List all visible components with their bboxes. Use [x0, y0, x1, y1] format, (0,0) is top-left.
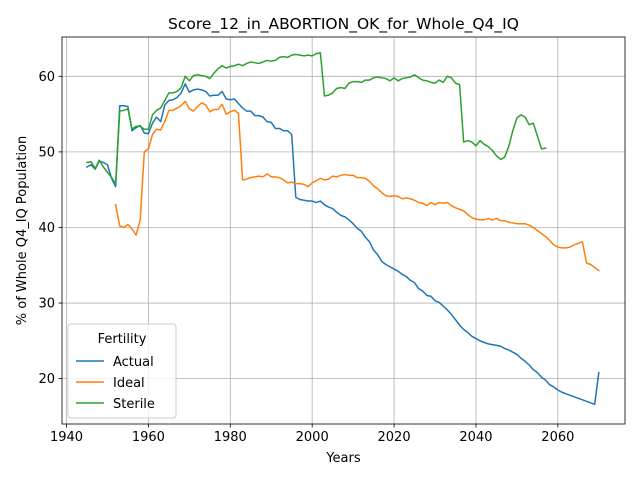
y-tick-label: 50 — [38, 145, 55, 160]
y-tick-label: 20 — [38, 372, 55, 387]
y-tick-label: 40 — [38, 221, 55, 236]
plot-frame — [61, 36, 626, 425]
legend: Fertility Actual Ideal Sterile — [67, 323, 177, 419]
x-tick-label: 2020 — [378, 430, 411, 445]
x-tick-label: 1960 — [132, 430, 165, 445]
axis-ticks: 1940 1960 1980 2000 2020 2040 2060 20 30 40 50 60 — [38, 70, 574, 445]
series-line-ideal — [114, 100, 600, 272]
y-tick-label: 60 — [38, 70, 55, 85]
y-tick-label: 30 — [38, 297, 55, 312]
series-line-actual — [85, 83, 600, 406]
legend-title: Fertility — [98, 332, 147, 347]
series-lines — [85, 52, 600, 406]
legend-label-sterile: Sterile — [113, 397, 155, 412]
chart-title: Score_12_in_ABORTION_OK_for_Whole_Q4_IQ — [168, 15, 519, 34]
x-axis-label: Years — [325, 451, 361, 466]
y-axis-label: % of Whole Q4_IQ Population — [15, 136, 30, 325]
series-line-sterile — [86, 52, 547, 185]
legend-label-actual: Actual — [113, 355, 154, 370]
x-tick-label: 2060 — [541, 430, 574, 445]
x-tick-label: 1940 — [50, 430, 83, 445]
x-tick-label: 2040 — [459, 430, 492, 445]
x-tick-label: 1980 — [214, 430, 247, 445]
legend-items: Actual Ideal Sterile — [76, 355, 155, 412]
legend-box — [67, 323, 177, 419]
legend-label-ideal: Ideal — [113, 376, 145, 391]
x-tick-label: 2000 — [296, 430, 329, 445]
